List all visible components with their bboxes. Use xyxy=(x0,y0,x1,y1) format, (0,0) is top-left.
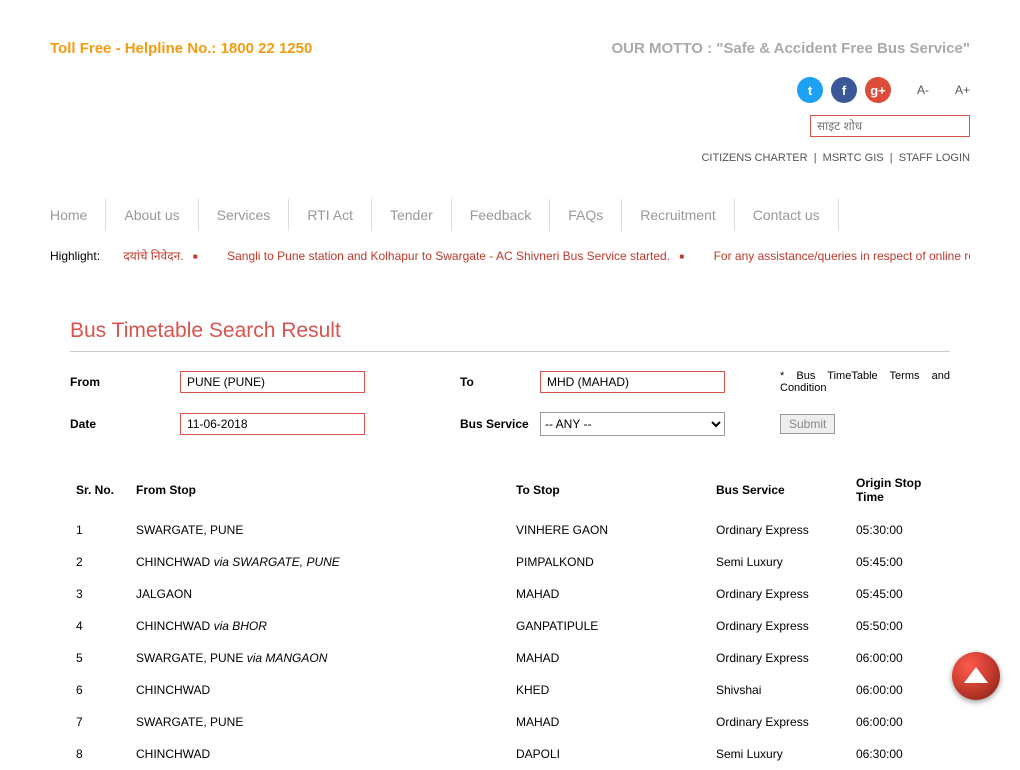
cell-time: 06:00:00 xyxy=(850,674,950,706)
cell-sr: 7 xyxy=(70,706,130,738)
cell-to: MAHAD xyxy=(510,642,710,674)
cell-svc: Semi Luxury xyxy=(710,546,850,578)
cell-from: SWARGATE, PUNE xyxy=(130,706,510,738)
cell-from: JALGAON xyxy=(130,578,510,610)
col-srno: Sr. No. xyxy=(70,466,130,514)
cell-from: CHINCHWAD via BHOR xyxy=(130,610,510,642)
utility-links: CITIZENS CHARTER | MSRTC GIS | STAFF LOG… xyxy=(50,152,970,164)
cell-to: MAHAD xyxy=(510,578,710,610)
highlight-item[interactable]: For any assistance/queries in respect of… xyxy=(714,249,970,263)
bullet-icon: ■ xyxy=(679,252,684,261)
table-row: 6CHINCHWADKHEDShivshai06:00:00 xyxy=(70,674,950,706)
cell-svc: Shivshai xyxy=(710,674,850,706)
table-row: 4CHINCHWAD via BHORGANPATIPULEOrdinary E… xyxy=(70,610,950,642)
site-search-input[interactable] xyxy=(810,115,970,137)
from-input[interactable] xyxy=(180,371,365,393)
terms-link[interactable]: * Bus TimeTable Terms and Condition xyxy=(740,370,950,394)
col-from: From Stop xyxy=(130,466,510,514)
msrtc-gis-link[interactable]: MSRTC GIS xyxy=(823,152,884,164)
motto-text: OUR MOTTO : "Safe & Accident Free Bus Se… xyxy=(612,40,970,57)
cell-time: 05:45:00 xyxy=(850,578,950,610)
highlight-label: Highlight: xyxy=(50,249,100,263)
nav-item-faqs[interactable]: FAQs xyxy=(550,199,622,231)
to-label: To xyxy=(460,375,540,389)
cell-sr: 8 xyxy=(70,738,130,770)
bullet-icon: ■ xyxy=(193,252,198,261)
cell-sr: 2 xyxy=(70,546,130,578)
from-label: From xyxy=(70,375,180,389)
table-row: 5SWARGATE, PUNE via MANGAONMAHADOrdinary… xyxy=(70,642,950,674)
twitter-icon[interactable]: t xyxy=(797,77,823,103)
service-label: Bus Service xyxy=(460,417,540,431)
cell-from: CHINCHWAD xyxy=(130,738,510,770)
cell-sr: 6 xyxy=(70,674,130,706)
search-form: From To * Bus TimeTable Terms and Condit… xyxy=(70,370,950,436)
cell-svc: Semi Luxury xyxy=(710,738,850,770)
cell-to: KHED xyxy=(510,674,710,706)
nav-item-home[interactable]: Home xyxy=(50,199,106,231)
timetable-table: Sr. No. From Stop To Stop Bus Service Or… xyxy=(70,466,950,770)
cell-svc: Ordinary Express xyxy=(710,610,850,642)
cell-time: 06:30:00 xyxy=(850,738,950,770)
cell-to: GANPATIPULE xyxy=(510,610,710,642)
cell-time: 05:50:00 xyxy=(850,610,950,642)
table-row: 7SWARGATE, PUNEMAHADOrdinary Express06:0… xyxy=(70,706,950,738)
cell-time: 05:30:00 xyxy=(850,514,950,546)
nav-item-tender[interactable]: Tender xyxy=(372,199,452,231)
cell-from: SWARGATE, PUNE via MANGAON xyxy=(130,642,510,674)
submit-button[interactable]: Submit xyxy=(780,414,835,434)
facebook-icon[interactable]: f xyxy=(831,77,857,103)
cell-to: DAPOLI xyxy=(510,738,710,770)
nav-item-services[interactable]: Services xyxy=(199,199,290,231)
cell-to: VINHERE GAON xyxy=(510,514,710,546)
nav-item-feedback[interactable]: Feedback xyxy=(452,199,550,231)
cell-sr: 4 xyxy=(70,610,130,642)
date-input[interactable] xyxy=(180,413,365,435)
cell-time: 06:00:00 xyxy=(850,642,950,674)
cell-sr: 5 xyxy=(70,642,130,674)
nav-item-recruitment[interactable]: Recruitment xyxy=(622,199,734,231)
cell-to: PIMPALKOND xyxy=(510,546,710,578)
bus-service-select[interactable]: -- ANY -- xyxy=(540,412,725,436)
highlight-ticker: Highlight: दयांचे निवेदन. ■ Sangli to Pu… xyxy=(50,247,970,264)
cell-sr: 1 xyxy=(70,514,130,546)
date-label: Date xyxy=(70,417,180,431)
cell-svc: Ordinary Express xyxy=(710,578,850,610)
font-increase-button[interactable]: A+ xyxy=(955,83,970,97)
cell-from: CHINCHWAD via SWARGATE, PUNE xyxy=(130,546,510,578)
table-row: 3JALGAONMAHADOrdinary Express05:45:00 xyxy=(70,578,950,610)
nav-item-rti-act[interactable]: RTI Act xyxy=(289,199,372,231)
col-to: To Stop xyxy=(510,466,710,514)
helpline-text: Toll Free - Helpline No.: 1800 22 1250 xyxy=(50,40,312,57)
cell-time: 06:00:00 xyxy=(850,706,950,738)
page-title: Bus Timetable Search Result xyxy=(70,319,950,352)
col-time: Origin Stop Time xyxy=(850,466,950,514)
cell-to: MAHAD xyxy=(510,706,710,738)
cell-svc: Ordinary Express xyxy=(710,514,850,546)
col-svc: Bus Service xyxy=(710,466,850,514)
nav-item-about-us[interactable]: About us xyxy=(106,199,198,231)
googleplus-icon[interactable]: g+ xyxy=(865,77,891,103)
font-decrease-button[interactable]: A- xyxy=(917,83,929,97)
table-row: 2CHINCHWAD via SWARGATE, PUNEPIMPALKONDS… xyxy=(70,546,950,578)
highlight-item[interactable]: Sangli to Pune station and Kolhapur to S… xyxy=(227,249,670,263)
cell-sr: 3 xyxy=(70,578,130,610)
staff-login-link[interactable]: STAFF LOGIN xyxy=(899,152,970,164)
nav-item-contact-us[interactable]: Contact us xyxy=(735,199,839,231)
cell-time: 05:45:00 xyxy=(850,546,950,578)
table-row: 1SWARGATE, PUNEVINHERE GAONOrdinary Expr… xyxy=(70,514,950,546)
to-input[interactable] xyxy=(540,371,725,393)
main-nav: HomeAbout usServicesRTI ActTenderFeedbac… xyxy=(50,199,970,232)
cell-svc: Ordinary Express xyxy=(710,706,850,738)
cell-svc: Ordinary Express xyxy=(710,642,850,674)
highlight-item[interactable]: दयांचे निवेदन. xyxy=(123,249,183,263)
scroll-to-top-button[interactable] xyxy=(952,652,1000,700)
table-row: 8CHINCHWADDAPOLISemi Luxury06:30:00 xyxy=(70,738,950,770)
cell-from: CHINCHWAD xyxy=(130,674,510,706)
citizens-charter-link[interactable]: CITIZENS CHARTER xyxy=(701,152,807,164)
cell-from: SWARGATE, PUNE xyxy=(130,514,510,546)
